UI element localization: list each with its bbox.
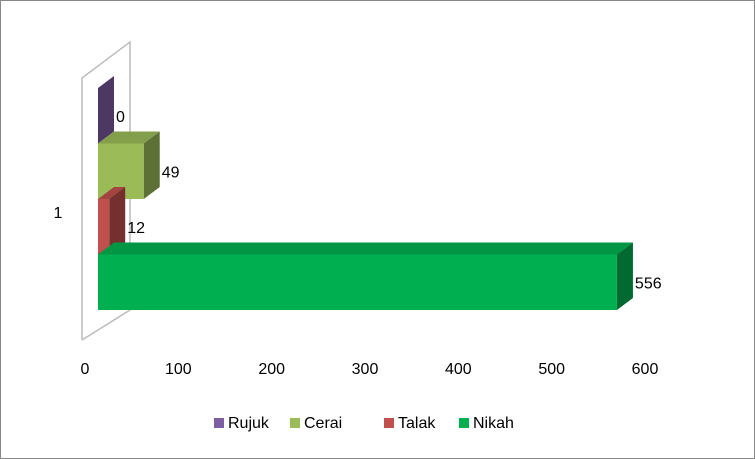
y-tick-label: 1 xyxy=(54,205,63,222)
bar-face xyxy=(98,143,144,199)
x-tick-label: 100 xyxy=(165,361,192,378)
legend-swatch xyxy=(290,418,300,428)
legend-label: Cerai xyxy=(304,415,342,432)
legend-swatch xyxy=(384,418,394,428)
bar-face xyxy=(616,242,633,310)
data-label: 556 xyxy=(635,275,662,292)
legend-label: Talak xyxy=(398,415,436,432)
x-tick-label: 300 xyxy=(352,361,379,378)
bar xyxy=(98,131,160,199)
legend-label: Nikah xyxy=(473,415,514,432)
legend-swatch xyxy=(214,418,224,428)
legend-swatch xyxy=(459,418,469,428)
floor-edge xyxy=(81,329,99,341)
bar-face xyxy=(98,242,633,255)
x-tick-label: 0 xyxy=(81,361,90,378)
x-tick-label: 500 xyxy=(538,361,565,378)
bar-face xyxy=(98,199,110,255)
bar xyxy=(98,242,633,310)
bar-face xyxy=(98,187,126,199)
x-tick-label: 400 xyxy=(445,361,472,378)
bar-face xyxy=(98,131,160,144)
bar-face xyxy=(98,76,114,144)
x-tick-label: 600 xyxy=(632,361,659,378)
legend-label: Rujuk xyxy=(228,415,270,432)
bar xyxy=(98,187,126,255)
bar xyxy=(98,76,114,144)
data-label: 49 xyxy=(162,164,180,181)
data-label: 12 xyxy=(127,220,145,237)
bar-face xyxy=(98,254,617,310)
bar-face xyxy=(109,187,126,255)
back-wall xyxy=(81,40,131,341)
x-tick-label: 200 xyxy=(258,361,285,378)
data-label: 0 xyxy=(116,109,125,126)
bar-face xyxy=(143,131,160,199)
